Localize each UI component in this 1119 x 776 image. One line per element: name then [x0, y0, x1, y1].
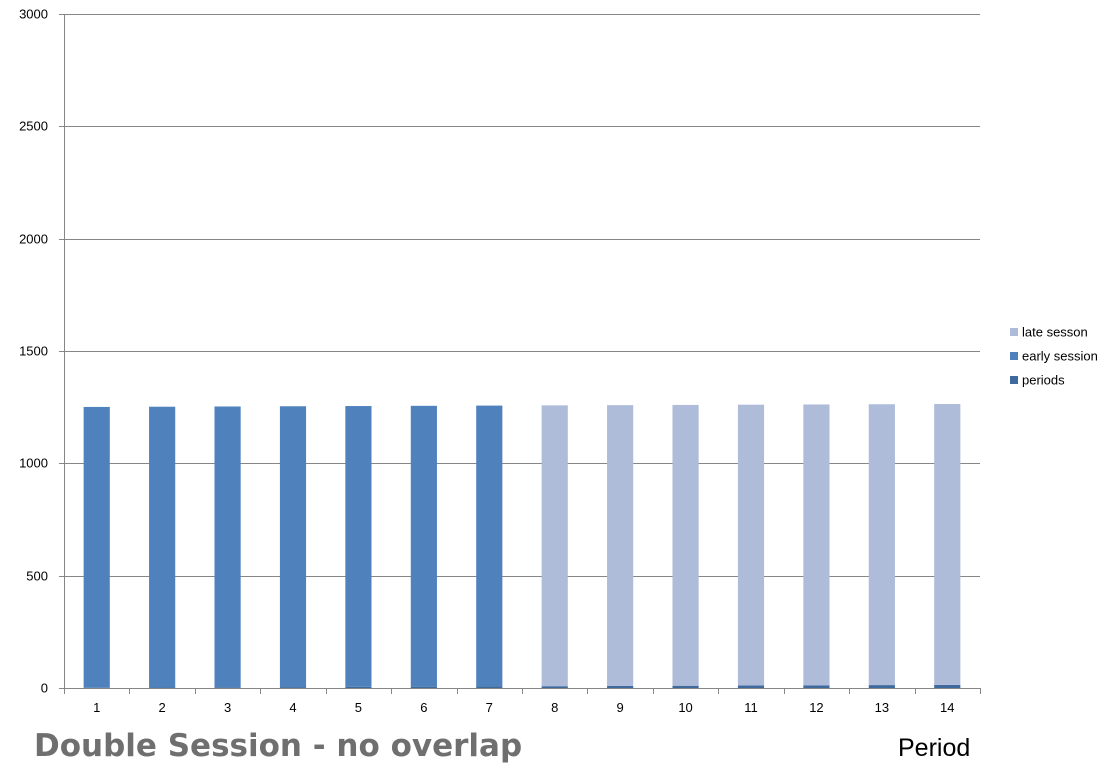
bar-periods-11 — [737, 685, 765, 688]
x-tick-label: 5 — [355, 700, 362, 715]
bar-periods-7 — [476, 686, 503, 688]
bar-periods-5 — [345, 686, 372, 688]
y-tick-labels: 0 500 1000 1500 2000 2500 3000 — [19, 7, 48, 696]
legend-swatch — [1010, 352, 1018, 360]
x-tick-label: 3 — [224, 700, 231, 715]
bars — [83, 404, 961, 688]
x-tick-label: 1 — [93, 700, 100, 715]
y-tick-label: 0 — [41, 681, 48, 696]
x-tick-label: 6 — [420, 700, 427, 715]
bar-late-sesson-11 — [737, 404, 765, 686]
x-tick-label: 10 — [678, 700, 692, 715]
bar-late-sesson-14 — [934, 404, 961, 685]
y-tick-label: 500 — [26, 569, 48, 584]
legend-label: late sesson — [1022, 325, 1088, 340]
x-tick-label: 4 — [289, 700, 296, 715]
bar-early-session-3 — [214, 406, 241, 688]
x-tick-label: 2 — [159, 700, 166, 715]
legend-swatch — [1010, 328, 1018, 336]
chart-title: Double Session - no overlap — [34, 728, 523, 764]
bar-late-sesson-10 — [672, 404, 699, 686]
bar-periods-4 — [279, 687, 307, 688]
x-axis-label: Period — [898, 734, 971, 762]
y-tick-label: 2000 — [19, 232, 48, 247]
legend-swatch — [1010, 376, 1018, 384]
bar-early-session-7 — [476, 405, 503, 687]
bar-late-sesson-9 — [607, 405, 634, 686]
x-tick-label: 9 — [617, 700, 624, 715]
x-tick-labels: 1 2 3 4 5 6 7 8 9 10 11 12 13 14 — [93, 700, 954, 715]
x-tick-label: 7 — [486, 700, 493, 715]
bar-periods-9 — [607, 685, 634, 688]
x-tick-label: 11 — [744, 700, 758, 715]
bar-early-session-1 — [83, 406, 110, 688]
y-tick-label: 1000 — [19, 456, 48, 471]
y-tick-label: 3000 — [19, 7, 48, 22]
bar-periods-8 — [541, 686, 568, 688]
axes — [59, 14, 981, 694]
gridlines — [64, 14, 980, 577]
y-tick-label: 2500 — [19, 119, 48, 134]
bar-late-sesson-8 — [541, 405, 568, 687]
legend: late sesson early session periods — [1010, 325, 1098, 388]
legend-label: periods — [1022, 373, 1065, 388]
bar-periods-14 — [934, 684, 961, 688]
bar-early-session-4 — [279, 406, 307, 688]
bar-periods-13 — [868, 685, 895, 688]
legend-label: early session — [1022, 349, 1098, 364]
bar-early-session-2 — [149, 406, 176, 688]
x-tick-label: 13 — [875, 700, 889, 715]
bar-late-sesson-13 — [868, 404, 895, 686]
bar-periods-10 — [672, 685, 699, 688]
bar-early-session-5 — [345, 406, 372, 687]
bar-periods-3 — [214, 687, 241, 688]
x-tick-label: 8 — [551, 700, 558, 715]
x-tick-label: 12 — [809, 700, 823, 715]
bar-late-sesson-12 — [803, 404, 830, 686]
y-tick-label: 1500 — [19, 344, 48, 359]
bar-periods-6 — [410, 686, 437, 688]
bar-periods-12 — [803, 685, 830, 688]
x-tick-label: 14 — [940, 700, 954, 715]
bar-early-session-6 — [410, 405, 437, 687]
